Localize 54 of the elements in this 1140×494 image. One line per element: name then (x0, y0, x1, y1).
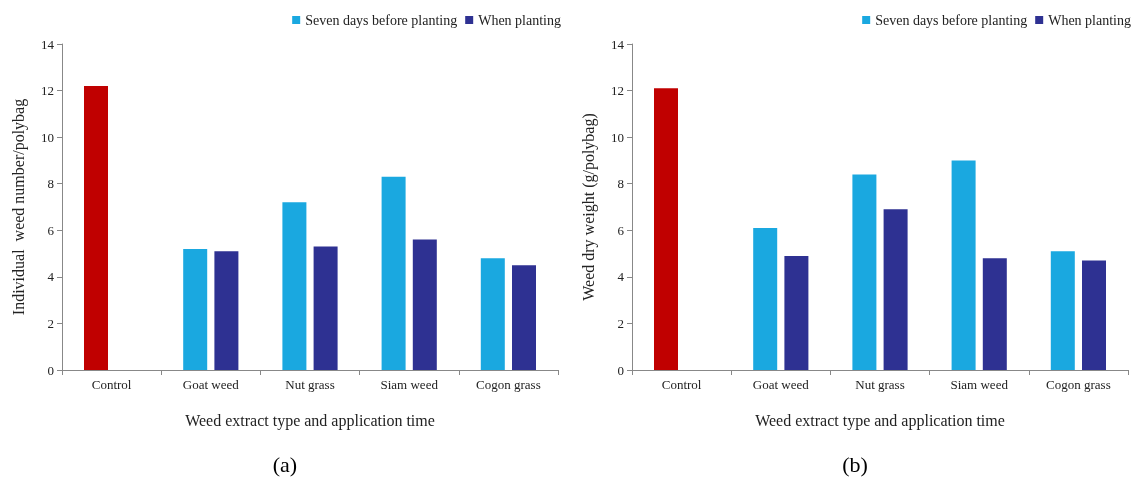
bar (1082, 260, 1106, 370)
bar (480, 258, 505, 370)
y-tick-label: 4 (47, 269, 55, 285)
x-tick-label: Siam weed (380, 377, 439, 392)
y-tick-label: 12 (41, 83, 54, 99)
x-tick-label: Goat weed (752, 377, 810, 392)
text: (b) (841, 452, 869, 478)
bar (753, 227, 778, 370)
y-tick-label: 6 (47, 222, 55, 238)
y-tick-label: 14 (41, 36, 55, 52)
y-axis-title: Weed dry weight (g/polybag) (579, 113, 598, 301)
bar (512, 265, 536, 370)
bar (883, 209, 908, 370)
y-tick-label: 10 (611, 129, 624, 145)
y-tick-label: 0 (47, 362, 54, 378)
y-tick-label: 2 (47, 315, 54, 331)
x-tick-label: Nut grass (285, 377, 335, 392)
y-axis-title: Individual weed number/polybag (9, 98, 28, 316)
y-tick-label: 8 (47, 176, 54, 192)
y-tick-label: 2 (617, 315, 624, 331)
bar (412, 239, 437, 370)
y-tick-label: 10 (41, 129, 54, 145)
bar (654, 88, 678, 370)
x-tick-label: Control (661, 377, 702, 392)
x-tick-label: Goat weed (182, 377, 240, 392)
y-tick-label: 0 (617, 362, 624, 378)
x-tick-label: Nut grass (855, 377, 905, 392)
x-axis-title: Weed extract type and application time (185, 411, 435, 430)
bar (982, 258, 1007, 370)
bar (282, 202, 307, 370)
x-tick-label: Cogon grass (1046, 377, 1111, 392)
x-tick-label: Cogon grass (476, 377, 541, 392)
bar (852, 174, 877, 370)
bar (183, 248, 208, 370)
bar (1050, 251, 1075, 370)
bar (313, 246, 338, 370)
y-tick-label: 8 (617, 176, 624, 192)
legend-label: Seven days before planting (305, 12, 458, 28)
legend-label: When planting (1048, 12, 1131, 28)
bar (951, 160, 976, 370)
y-tick-label: 12 (611, 83, 624, 99)
x-axis-title: Weed extract type and application time (755, 411, 1005, 430)
text: (a) (271, 452, 299, 478)
bar (381, 176, 406, 370)
bar (784, 255, 809, 370)
x-tick-label: Siam weed (950, 377, 1009, 392)
x-tick-label: Control (91, 377, 132, 392)
legend-label: When planting (478, 12, 561, 28)
y-tick-label: 4 (617, 269, 625, 285)
bar (84, 85, 108, 370)
bar (214, 251, 239, 370)
y-tick-label: 6 (617, 222, 625, 238)
legend-label: Seven days before planting (875, 12, 1028, 28)
y-tick-label: 14 (611, 36, 625, 52)
